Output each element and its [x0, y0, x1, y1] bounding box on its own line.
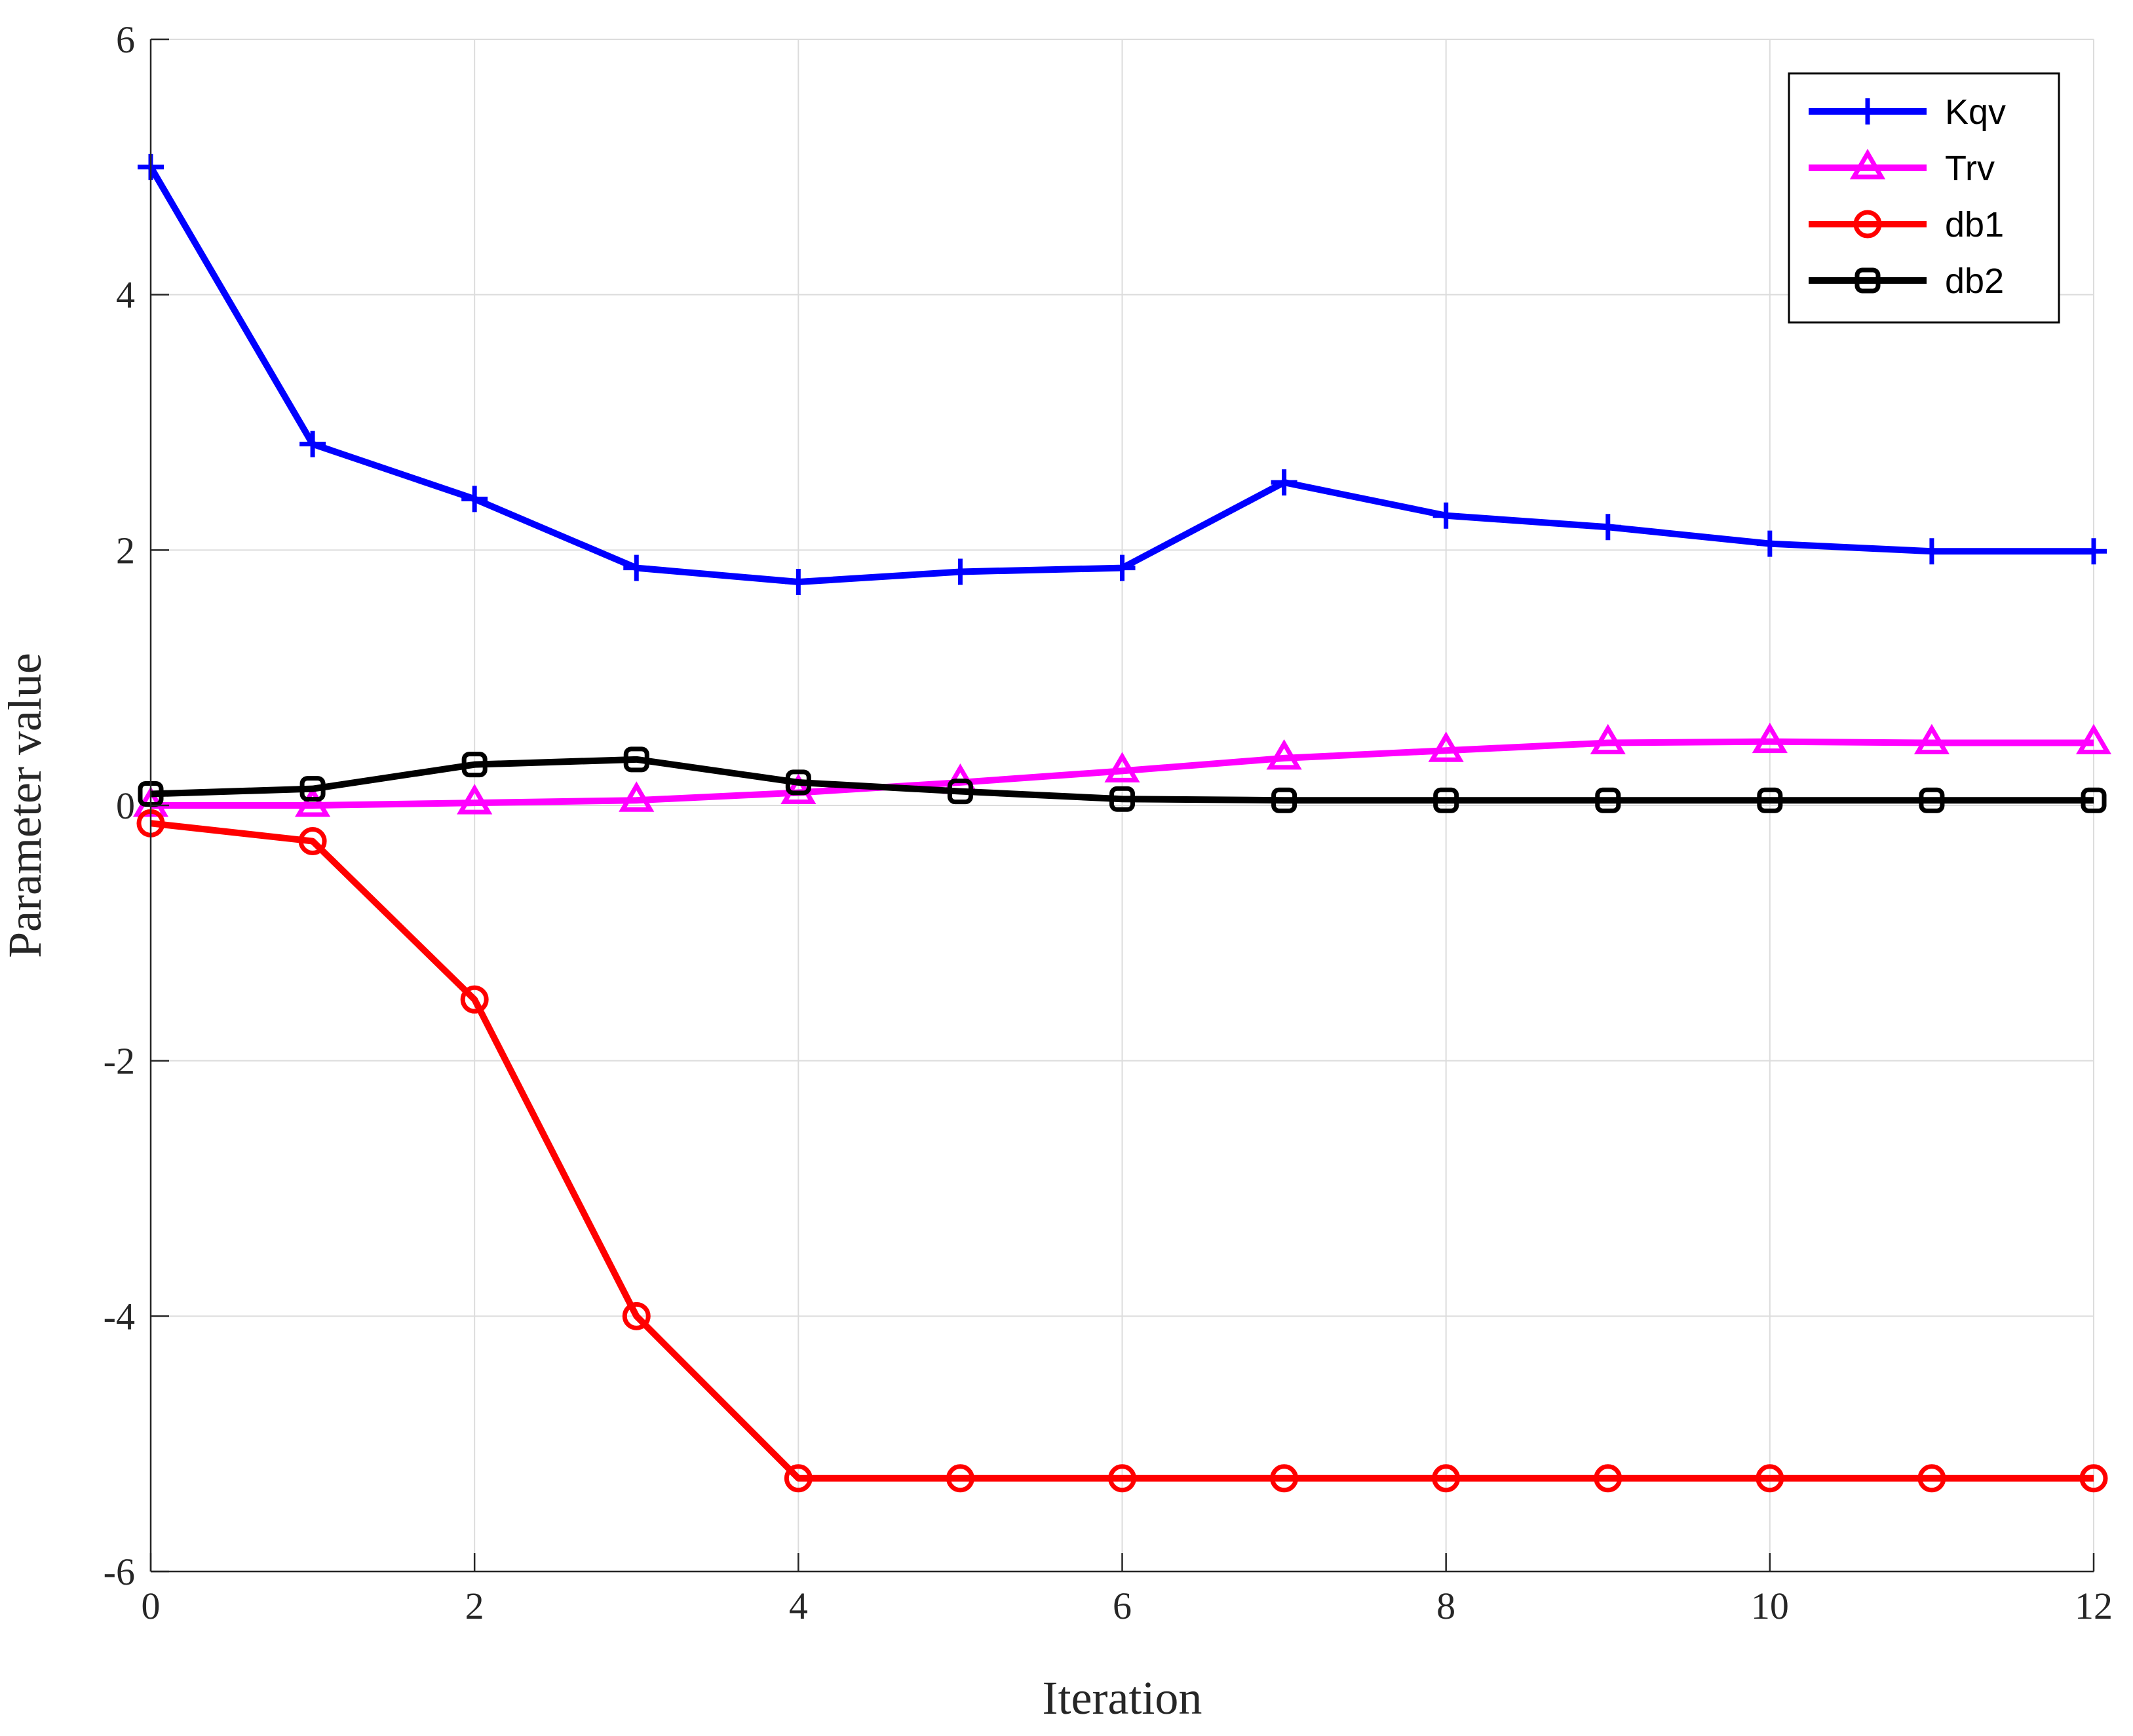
data-point-db2	[1433, 787, 1459, 813]
data-point-db2	[1757, 787, 1783, 813]
data-point-db1	[1756, 1464, 1784, 1493]
data-point-Kqv	[1756, 530, 1783, 557]
series-line-db1	[150, 820, 2094, 1482]
y-tick-label: -6	[104, 1551, 135, 1593]
data-point-db2	[1271, 787, 1297, 813]
data-point-db1	[622, 1302, 651, 1330]
x-tick-label: 10	[1751, 1585, 1789, 1627]
data-point-db1	[1432, 1464, 1461, 1493]
data-point-db2	[623, 746, 649, 773]
data-point-Kqv	[785, 569, 812, 596]
data-point-Kqv	[1271, 469, 1297, 496]
data-point-db1	[1108, 1464, 1136, 1493]
legend-label: Trv	[1945, 149, 1995, 188]
data-point-Kqv	[1918, 538, 1945, 565]
data-point-Kqv	[623, 554, 650, 581]
data-point-db1	[2079, 1464, 2108, 1493]
x-tick-label: 12	[2075, 1585, 2113, 1627]
plot-series	[132, 153, 2112, 1493]
legend-marker-db1	[1853, 210, 1882, 239]
data-point-Kqv	[947, 558, 974, 585]
legend-label: db1	[1945, 205, 2004, 244]
y-tick-label: 6	[116, 18, 135, 61]
data-point-Trv	[1590, 723, 1626, 755]
data-point-Trv	[2075, 723, 2112, 755]
legend-marker-db2	[1854, 267, 1881, 294]
data-point-db2	[1595, 787, 1621, 813]
x-tick-label: 8	[1436, 1585, 1455, 1627]
x-tick-label: 0	[142, 1585, 161, 1627]
data-point-Kqv	[1109, 554, 1136, 581]
legend-item-Trv: Trv	[1809, 149, 1995, 188]
data-point-db1	[946, 1464, 974, 1493]
data-point-Trv	[619, 781, 655, 812]
data-point-db1	[460, 985, 489, 1014]
x-tick-label: 4	[789, 1585, 808, 1627]
legend-item-Kqv: Kqv	[1809, 92, 2006, 132]
y-tick-label: -4	[104, 1295, 135, 1338]
series-line-Trv	[151, 738, 2094, 809]
data-point-Trv	[1266, 739, 1302, 770]
legend: Kqv Trv db1 db2	[1788, 72, 2060, 324]
series-line-db2	[150, 756, 2094, 804]
data-point-db2	[2081, 787, 2107, 813]
series-Trv	[132, 722, 2112, 817]
legend-item-db1: db1	[1809, 205, 2004, 244]
legend-marker-Kqv	[1854, 98, 1881, 125]
series-db2	[138, 746, 2107, 813]
legend-label: Kqv	[1945, 92, 2006, 132]
y-axis-label: Parameter value	[0, 653, 51, 958]
data-point-Kqv	[299, 431, 326, 457]
data-point-db1	[1917, 1464, 1946, 1493]
data-point-db1	[298, 827, 327, 856]
data-point-Trv	[294, 786, 331, 817]
data-point-Trv	[1104, 752, 1140, 782]
y-tick-label: 2	[116, 529, 135, 571]
data-point-Trv	[1752, 722, 1788, 754]
legend-item-db2: db2	[1809, 261, 2004, 301]
data-point-db2	[1109, 786, 1135, 812]
data-point-db2	[1919, 787, 1945, 813]
data-point-Kqv	[2081, 538, 2107, 565]
data-point-Kqv	[1594, 514, 1621, 541]
data-point-Kqv	[1432, 502, 1459, 529]
y-tick-label: 0	[116, 784, 135, 827]
tick-labels: 0 2 4 6 8 10 12 -6 -4 -2 0 2 4 6	[104, 18, 2113, 1627]
legend-label: db2	[1945, 261, 2004, 301]
data-point-db1	[784, 1464, 813, 1493]
data-point-db1	[1594, 1464, 1623, 1493]
data-point-Trv	[1428, 731, 1464, 762]
data-point-Trv	[457, 784, 493, 815]
y-tick-label: 4	[116, 274, 135, 317]
x-tick-label: 6	[1113, 1585, 1132, 1627]
data-point-Kqv	[461, 486, 488, 512]
data-point-db2	[299, 776, 326, 802]
data-point-db1	[1270, 1464, 1299, 1493]
legend-marker-Trv	[1849, 149, 1886, 180]
series-db1	[136, 809, 2108, 1493]
x-tick-label: 2	[465, 1585, 484, 1627]
data-point-db2	[785, 769, 811, 796]
x-axis-label: Iteration	[1043, 1672, 1202, 1724]
data-point-db2	[947, 779, 973, 805]
y-tick-label: -2	[104, 1040, 135, 1083]
data-point-Trv	[1913, 723, 1950, 755]
data-point-db2	[461, 752, 488, 778]
data-point-Trv	[780, 773, 817, 805]
axes	[149, 38, 2095, 1573]
